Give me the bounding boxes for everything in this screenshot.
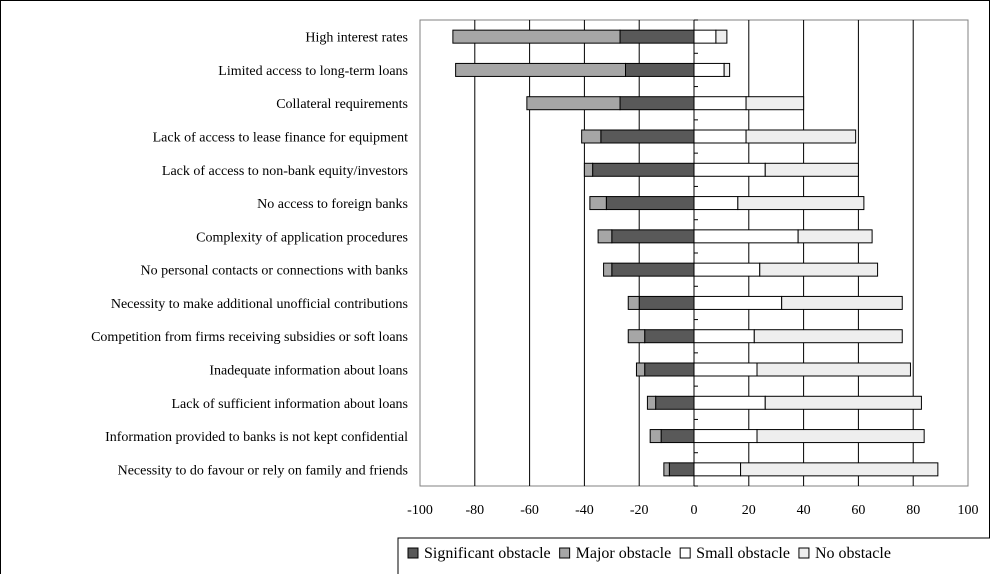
x-tick-label: 80	[906, 503, 920, 518]
bar-small-obstacle	[693, 162, 766, 177]
bar-major-obstacle	[583, 162, 594, 177]
category-label: No personal contacts or connections with…	[141, 264, 409, 279]
bar-major-obstacle	[597, 229, 613, 244]
bar-no-obstacle	[745, 129, 857, 144]
bar-major-obstacle	[603, 262, 613, 277]
category-label: Collateral requirements	[276, 97, 408, 112]
bar-significant-obstacle	[638, 295, 695, 310]
category-label: Competition from firms receiving subsidi…	[91, 330, 408, 345]
category-label: Necessity to do favour or rely on family…	[118, 463, 408, 478]
bar-major-obstacle	[581, 129, 602, 144]
bar-small-obstacle	[693, 429, 758, 444]
x-tick-label: 20	[742, 503, 756, 518]
bar-major-obstacle	[452, 29, 621, 44]
bar-major-obstacle	[627, 329, 646, 344]
legend-label: Major obstacle	[576, 545, 672, 562]
bar-significant-obstacle	[619, 96, 695, 111]
bar-significant-obstacle	[660, 429, 695, 444]
bar-significant-obstacle	[668, 462, 695, 477]
bar-small-obstacle	[693, 62, 725, 77]
bar-small-obstacle	[693, 362, 758, 377]
category-label: High interest rates	[305, 31, 408, 46]
bar-major-obstacle	[455, 62, 626, 77]
legend-box	[397, 537, 990, 579]
bar-significant-obstacle	[611, 229, 695, 244]
legend-label: Small obstacle	[696, 545, 790, 562]
bar-significant-obstacle	[655, 395, 695, 410]
category-label: No access to foreign banks	[257, 197, 408, 212]
bar-no-obstacle	[753, 329, 903, 344]
category-label: Lack of access to non-bank equity/invest…	[162, 164, 408, 179]
bar-small-obstacle	[693, 229, 799, 244]
bar-small-obstacle	[693, 329, 755, 344]
legend-label: Significant obstacle	[424, 545, 551, 562]
bar-major-obstacle	[627, 295, 640, 310]
bar-major-obstacle	[635, 362, 646, 377]
bar-no-obstacle	[797, 229, 873, 244]
bar-major-obstacle	[526, 96, 621, 111]
bar-no-obstacle	[745, 96, 805, 111]
bar-small-obstacle	[693, 262, 761, 277]
x-tick-label: -100	[407, 503, 433, 518]
bar-no-obstacle	[756, 429, 925, 444]
legend-swatch	[798, 547, 810, 559]
category-label: Complexity of application procedures	[196, 230, 408, 245]
bar-no-obstacle	[764, 162, 859, 177]
bar-no-obstacle	[715, 29, 728, 44]
bar-small-obstacle	[693, 96, 747, 111]
bar-no-obstacle	[737, 196, 865, 211]
x-tick-label: 60	[851, 503, 865, 518]
legend-swatch	[407, 547, 419, 559]
bar-small-obstacle	[693, 29, 717, 44]
bar-no-obstacle	[740, 462, 939, 477]
bar-significant-obstacle	[644, 329, 695, 344]
legend-swatch	[559, 547, 571, 559]
bar-no-obstacle	[756, 362, 911, 377]
bar-small-obstacle	[693, 129, 747, 144]
category-label: Necessity to make additional unofficial …	[111, 297, 408, 312]
legend-label: No obstacle	[815, 545, 891, 562]
category-label: Inadequate information about loans	[209, 364, 408, 379]
category-label: Lack of sufficient information about loa…	[171, 397, 408, 412]
bar-significant-obstacle	[625, 62, 695, 77]
x-tick-label: 100	[958, 503, 979, 518]
bar-no-obstacle	[723, 62, 731, 77]
x-tick-label: -80	[465, 503, 484, 518]
bar-significant-obstacle	[600, 129, 695, 144]
bar-small-obstacle	[693, 395, 766, 410]
bar-significant-obstacle	[644, 362, 695, 377]
bar-significant-obstacle	[592, 162, 695, 177]
x-tick-label: 40	[797, 503, 811, 518]
x-tick-label: -40	[575, 503, 594, 518]
bar-major-obstacle	[663, 462, 670, 477]
bar-small-obstacle	[693, 295, 783, 310]
bar-small-obstacle	[693, 196, 739, 211]
bar-significant-obstacle	[619, 29, 695, 44]
bar-small-obstacle	[693, 462, 742, 477]
bar-no-obstacle	[781, 295, 903, 310]
x-tick-label: 0	[691, 503, 698, 518]
bar-major-obstacle	[589, 196, 607, 211]
bar-no-obstacle	[759, 262, 879, 277]
category-label: Information provided to banks is not kep…	[105, 430, 408, 445]
x-tick-label: -20	[630, 503, 649, 518]
category-label: Lack of access to lease finance for equi…	[153, 131, 408, 146]
category-label: Limited access to long-term loans	[218, 64, 408, 79]
bar-major-obstacle	[646, 395, 657, 410]
bar-major-obstacle	[649, 429, 662, 444]
bar-significant-obstacle	[611, 262, 695, 277]
bar-significant-obstacle	[605, 196, 695, 211]
bar-no-obstacle	[764, 395, 922, 410]
legend-swatch	[679, 547, 691, 559]
x-tick-label: -60	[520, 503, 539, 518]
